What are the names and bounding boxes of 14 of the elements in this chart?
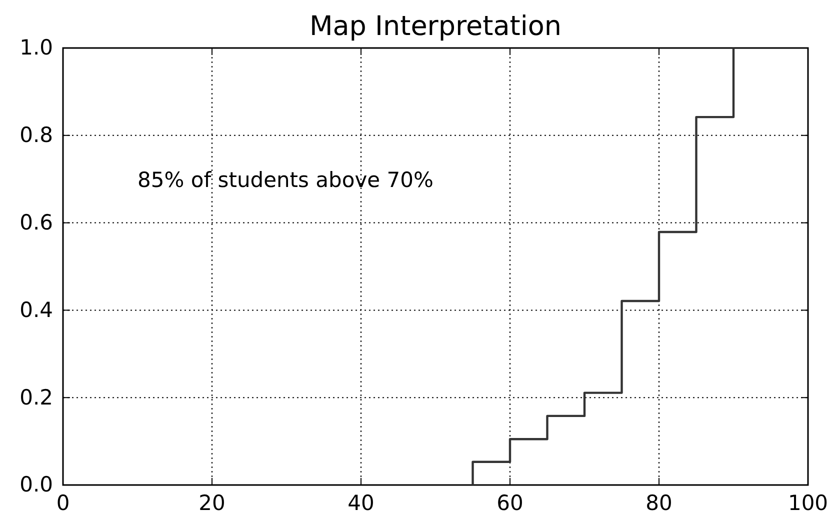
x-tick-label: 80 xyxy=(646,490,672,515)
y-tick-label: 0.0 xyxy=(20,472,53,497)
y-tick-label: 1.0 xyxy=(20,36,53,60)
annotation: 85% of students above 70% xyxy=(138,168,434,192)
y-tick-label: 0.6 xyxy=(20,210,53,235)
y-tick-label: 0.2 xyxy=(20,385,53,410)
x-tick-label: 20 xyxy=(198,490,226,515)
x-tick-label: 100 xyxy=(788,490,828,515)
x-tick-label: 60 xyxy=(496,490,524,515)
chart-title: Map Interpretation xyxy=(309,11,562,42)
y-tick-label: 0.8 xyxy=(20,123,53,148)
x-tick-label: 0 xyxy=(56,490,70,515)
x-tick-label: 40 xyxy=(348,490,374,515)
y-tick-label: 0.4 xyxy=(20,298,53,322)
